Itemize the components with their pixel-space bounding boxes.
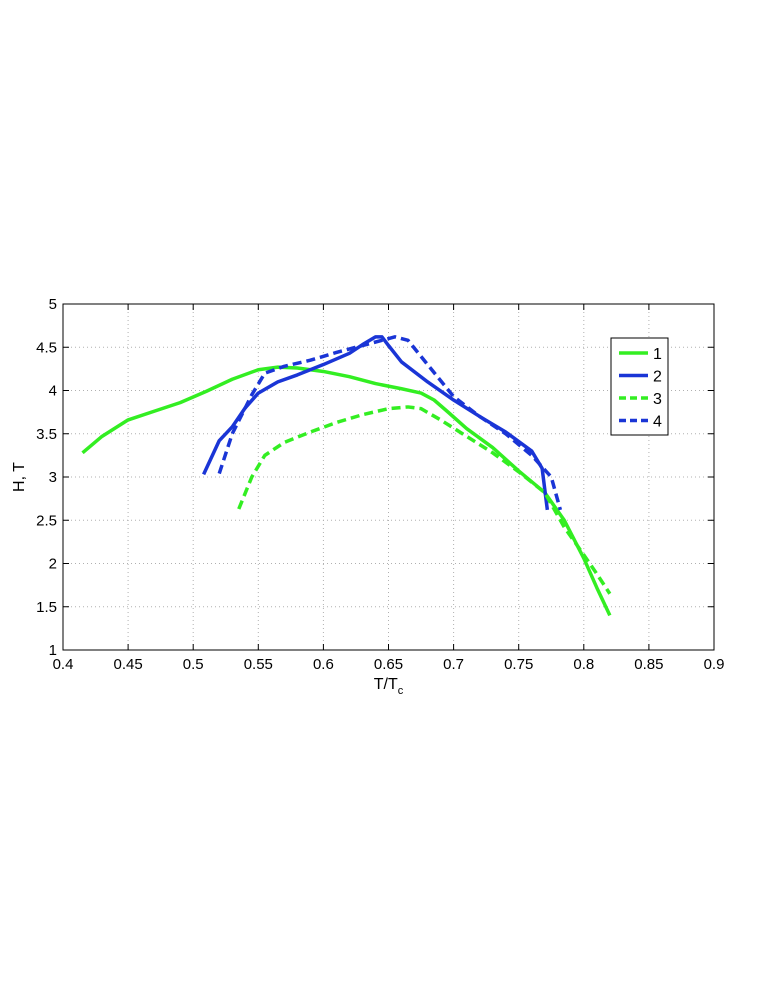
y-axis-label: H, T <box>11 462 28 492</box>
series-line-3 <box>237 405 612 595</box>
grid-lines <box>63 304 714 650</box>
x-tick-label: 0.4 <box>53 656 74 673</box>
y-tick-label: 3 <box>49 469 57 486</box>
legend-label-2: 2 <box>653 369 662 386</box>
x-tick-label: 0.65 <box>374 656 403 673</box>
series-line-4 <box>217 335 563 511</box>
y-tick-label: 3.5 <box>36 426 57 443</box>
legend-label-1: 1 <box>653 346 662 363</box>
x-axis-label-main: T/T <box>374 676 398 693</box>
y-tick-label: 1.5 <box>36 599 57 616</box>
y-tick-label: 1 <box>49 642 57 659</box>
series-line-2 <box>202 335 550 511</box>
x-tick-label: 0.5 <box>183 656 204 673</box>
x-axis-label: T/Tc <box>374 676 404 697</box>
x-tick-label: 0.8 <box>573 656 594 673</box>
x-tick-label: 0.45 <box>113 656 142 673</box>
axis-ticks: 0.4 0.45 0.5 0.55 0.6 0.65 0.7 0.75 0.8 0.85 0.911… <box>36 296 724 673</box>
x-tick-label: 0.7 <box>443 656 464 673</box>
y-tick-label: 2 <box>49 556 57 573</box>
y-tick-label: 5 <box>49 296 57 313</box>
legend-label-4: 4 <box>653 414 662 431</box>
x-tick-label: 0.6 <box>313 656 334 673</box>
y-tick-label: 4 <box>49 383 57 400</box>
y-tick-label: 2.5 <box>36 512 57 529</box>
x-tick-label: 0.9 <box>704 656 725 673</box>
series-line-1 <box>81 365 612 617</box>
x-tick-label: 0.85 <box>634 656 663 673</box>
legend-label-3: 3 <box>653 391 662 408</box>
x-tick-label: 0.75 <box>504 656 533 673</box>
y-tick-label: 4.5 <box>36 339 57 356</box>
x-axis-label-subscript: c <box>398 685 404 697</box>
series-lines <box>81 335 612 617</box>
legend: 1 2 3 4 <box>610 337 669 436</box>
x-tick-label: 0.55 <box>244 656 273 673</box>
